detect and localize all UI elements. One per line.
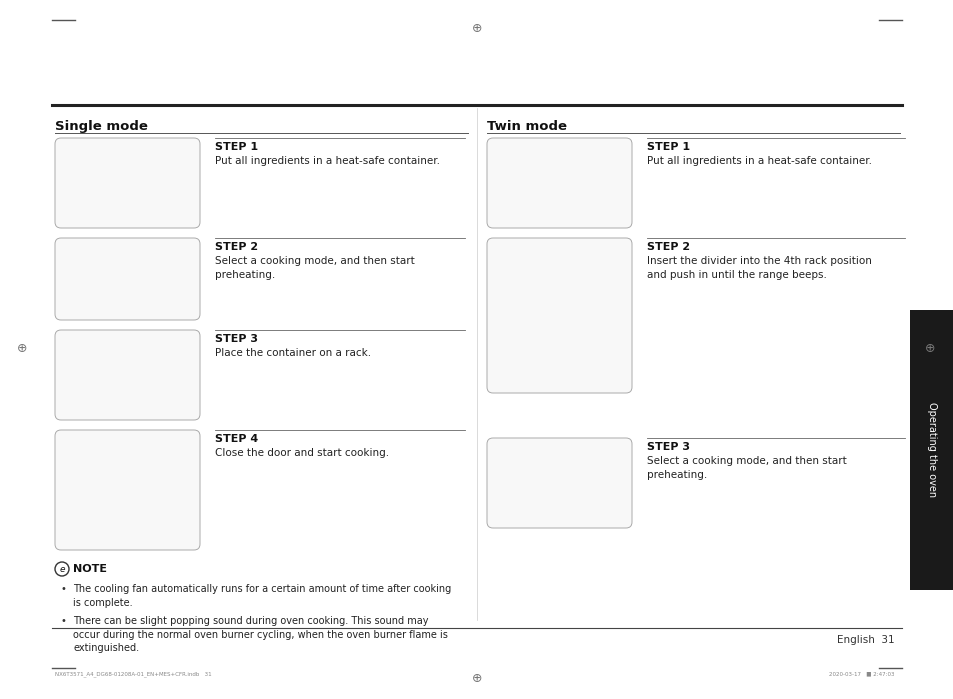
Text: Select a cooking mode, and then start
preheating.: Select a cooking mode, and then start pr… bbox=[646, 456, 846, 480]
Bar bbox=[909, 310, 953, 590]
Text: STEP 4: STEP 4 bbox=[214, 434, 258, 444]
Text: Select a cooking mode, and then start
preheating.: Select a cooking mode, and then start pr… bbox=[214, 256, 415, 280]
Text: •: • bbox=[60, 584, 66, 594]
FancyBboxPatch shape bbox=[486, 238, 631, 393]
Text: Close the door and start cooking.: Close the door and start cooking. bbox=[214, 448, 389, 458]
Text: English  31: English 31 bbox=[837, 635, 894, 645]
Text: ⊕: ⊕ bbox=[17, 342, 28, 354]
Text: The cooling fan automatically runs for a certain amount of time after cooking
is: The cooling fan automatically runs for a… bbox=[73, 584, 451, 607]
FancyBboxPatch shape bbox=[55, 238, 200, 320]
Text: NOTE: NOTE bbox=[73, 564, 107, 574]
Text: ⊕: ⊕ bbox=[923, 342, 934, 354]
Text: Place the container on a rack.: Place the container on a rack. bbox=[214, 348, 371, 358]
Text: Single mode: Single mode bbox=[55, 120, 148, 133]
Text: e: e bbox=[59, 565, 65, 573]
Text: NX6T3571_A4_DG68-01208A-01_EN+MES+CFR.indb   31: NX6T3571_A4_DG68-01208A-01_EN+MES+CFR.in… bbox=[55, 671, 212, 677]
Text: •: • bbox=[60, 616, 66, 626]
Text: STEP 2: STEP 2 bbox=[214, 242, 258, 252]
FancyBboxPatch shape bbox=[55, 138, 200, 228]
Text: STEP 3: STEP 3 bbox=[646, 442, 689, 452]
Text: Insert the divider into the 4th rack position
and push in until the range beeps.: Insert the divider into the 4th rack pos… bbox=[646, 256, 871, 280]
Text: 2020-03-17   ■ 2:47:03: 2020-03-17 ■ 2:47:03 bbox=[828, 672, 894, 677]
FancyBboxPatch shape bbox=[55, 330, 200, 420]
FancyBboxPatch shape bbox=[55, 430, 200, 550]
Text: Twin mode: Twin mode bbox=[486, 120, 566, 133]
Text: STEP 3: STEP 3 bbox=[214, 334, 257, 344]
Text: STEP 1: STEP 1 bbox=[214, 142, 258, 152]
Text: ⊕: ⊕ bbox=[471, 22, 482, 34]
Text: Put all ingredients in a heat-safe container.: Put all ingredients in a heat-safe conta… bbox=[646, 156, 871, 166]
FancyBboxPatch shape bbox=[486, 138, 631, 228]
Text: Put all ingredients in a heat-safe container.: Put all ingredients in a heat-safe conta… bbox=[214, 156, 439, 166]
Text: Operating the oven: Operating the oven bbox=[926, 403, 936, 498]
Text: STEP 2: STEP 2 bbox=[646, 242, 689, 252]
Text: ⊕: ⊕ bbox=[471, 672, 482, 686]
Text: There can be slight popping sound during oven cooking. This sound may
occur duri: There can be slight popping sound during… bbox=[73, 616, 447, 653]
Text: STEP 1: STEP 1 bbox=[646, 142, 689, 152]
FancyBboxPatch shape bbox=[486, 438, 631, 528]
